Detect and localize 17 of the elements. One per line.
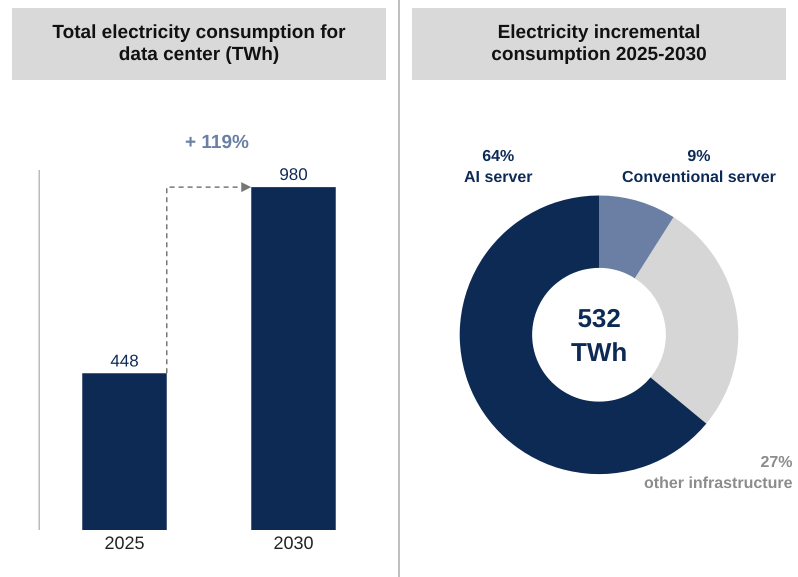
data-label: 64% bbox=[482, 148, 514, 165]
text: + 119% bbox=[185, 132, 250, 153]
data-label: 980 bbox=[279, 165, 308, 184]
x-tick-label: 2025 bbox=[104, 533, 145, 553]
slice-label: Conventional server bbox=[622, 168, 776, 186]
donut-slice bbox=[599, 196, 674, 278]
donut-slice bbox=[634, 217, 738, 424]
data-label: 448 bbox=[110, 351, 139, 370]
data-label: 27% bbox=[760, 454, 792, 471]
data-label: 9% bbox=[687, 148, 710, 165]
slice-label: AI server bbox=[464, 168, 532, 186]
text: 532 TWh bbox=[571, 303, 628, 367]
donut-slice bbox=[460, 196, 706, 474]
x-tick-label: 2030 bbox=[273, 533, 314, 553]
chart-title: Total electricity consumption for data center (TWh) bbox=[12, 8, 386, 80]
slice-label: other infrastructure bbox=[644, 474, 793, 492]
chart-title: Electricity incremental consumption 2025-2030 bbox=[412, 8, 786, 80]
